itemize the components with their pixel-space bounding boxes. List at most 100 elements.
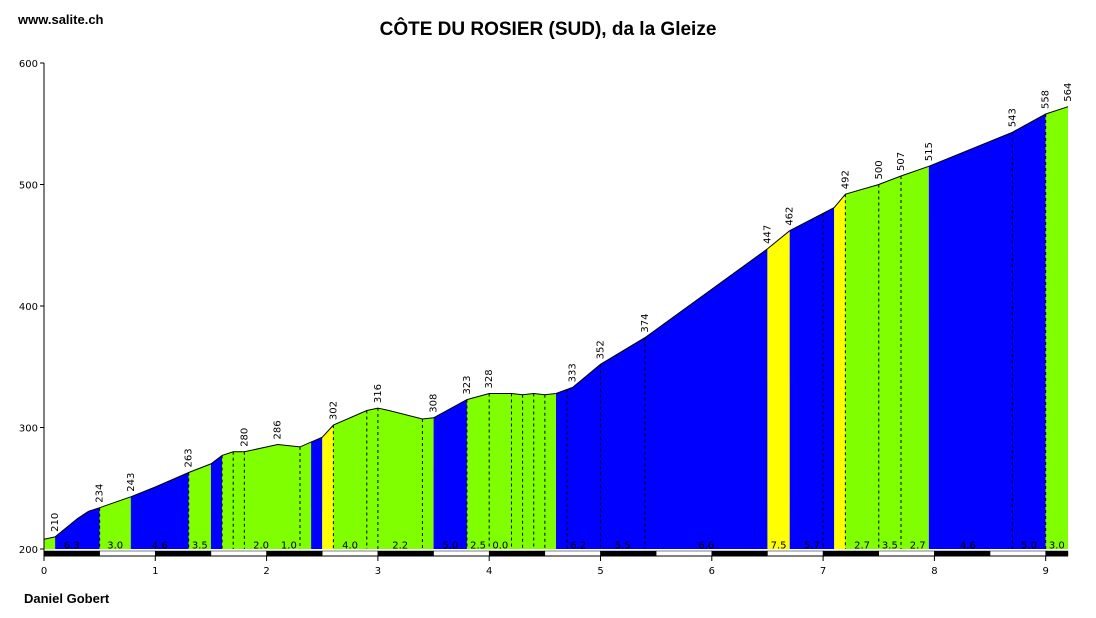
- elevation-label: 333: [568, 363, 579, 382]
- profile-segment-green: [99, 496, 131, 549]
- elevation-label: 234: [95, 484, 106, 503]
- elevation-label: 352: [596, 340, 607, 359]
- elevation-label: 462: [785, 207, 796, 226]
- distance-band: [210, 550, 267, 557]
- gradient-label: 1.0: [281, 541, 297, 552]
- distance-band: [322, 550, 379, 557]
- gradient-label: 3.0: [107, 541, 123, 552]
- x-tick-label: 6: [709, 566, 715, 577]
- profile-segment-green: [222, 442, 312, 549]
- gradient-label: 4.0: [342, 541, 358, 552]
- gradient-label: 5.0: [442, 541, 458, 552]
- elevation-label: 492: [840, 170, 851, 189]
- x-tick-label: 1: [152, 566, 158, 577]
- elevation-label: 374: [640, 313, 651, 332]
- gradient-label: 0.0: [492, 541, 508, 552]
- distance-band: [377, 550, 434, 557]
- gradient-label: 6.6: [698, 541, 714, 552]
- x-tick-label: 9: [1043, 566, 1049, 577]
- gradient-label: 5.7: [804, 541, 820, 552]
- x-tick-label: 5: [597, 566, 603, 577]
- elevation-label: 323: [462, 375, 473, 394]
- gradient-label: 4.6: [960, 541, 976, 552]
- gradient-label: 3.0: [1049, 541, 1065, 552]
- elevation-label: 564: [1063, 83, 1074, 102]
- distance-band: [155, 550, 212, 557]
- x-tick-label: 3: [375, 566, 381, 577]
- profile-segment-yellow: [834, 194, 846, 549]
- gradient-label: 2.2: [392, 541, 408, 552]
- profile-line: [43, 106, 1069, 540]
- elevation-label: 243: [126, 473, 137, 492]
- x-tick-label: 7: [820, 566, 826, 577]
- gradient-label: 6.3: [64, 541, 80, 552]
- distance-band: [1045, 550, 1069, 557]
- profile-segment-blue: [433, 399, 467, 549]
- elevation-label: 558: [1041, 90, 1052, 109]
- gradient-label: 5.5: [615, 541, 631, 552]
- x-tick-label: 4: [486, 566, 492, 577]
- gradient-label: 2.0: [253, 541, 269, 552]
- x-tick-label: 0: [41, 566, 47, 577]
- distance-band: [934, 550, 991, 557]
- profile-segment-blue: [130, 472, 189, 549]
- distance-band: [43, 550, 100, 557]
- distance-band: [989, 550, 1046, 557]
- elevation-label: 210: [50, 513, 61, 532]
- distance-band: [600, 550, 657, 557]
- elevation-label: 263: [184, 448, 195, 467]
- profile-segment-blue: [55, 507, 100, 549]
- elevation-label: 543: [1007, 108, 1018, 127]
- profile-segment-yellow: [767, 230, 790, 549]
- distance-band: [433, 550, 490, 557]
- elevation-label: 328: [484, 369, 495, 388]
- y-tick-label: 200: [19, 545, 38, 556]
- distance-band: [488, 550, 546, 557]
- distance-band: [878, 550, 935, 557]
- y-tick-label: 600: [19, 59, 38, 70]
- elevation-label: 447: [762, 225, 773, 244]
- elevation-label: 507: [896, 152, 907, 171]
- profile-segment-blue: [928, 114, 1046, 549]
- profile-segment-blue: [311, 437, 323, 549]
- profile-segment-green: [44, 536, 56, 549]
- profile-segment-green: [1045, 106, 1068, 549]
- chart-title: CÔTE DU ROSIER (SUD), da la Gleize: [379, 19, 717, 40]
- gradient-label: 3.5: [882, 541, 898, 552]
- gradient-label: 2.7: [910, 541, 926, 552]
- profile-segment-blue: [789, 207, 835, 549]
- gradient-label: 2.7: [854, 541, 870, 552]
- site-url: www.salite.ch: [18, 12, 104, 27]
- profile-segment-yellow: [322, 425, 334, 549]
- x-tick-label: 2: [263, 566, 269, 577]
- gradient-label: 4.6: [152, 541, 168, 552]
- gradient-label: 6.2: [570, 541, 586, 552]
- distance-band: [767, 550, 824, 557]
- x-tick-label: 8: [931, 566, 937, 577]
- profile-segment-blue: [555, 248, 768, 549]
- profile-segment-green: [188, 463, 211, 549]
- elevation-label: 302: [328, 401, 339, 420]
- profile-segment-green: [333, 408, 434, 549]
- distance-band: [99, 550, 156, 557]
- gradient-label: 5.0: [1021, 541, 1037, 552]
- elevation-label: 515: [924, 142, 935, 161]
- author-credit: Daniel Gobert: [24, 591, 110, 606]
- gradient-label: 2.5: [470, 541, 486, 552]
- distance-band: [544, 550, 601, 557]
- distance-band: [822, 550, 879, 557]
- elevation-label: 500: [874, 160, 885, 179]
- y-tick-label: 500: [19, 181, 38, 192]
- y-tick-label: 400: [19, 302, 38, 313]
- elevation-label: 308: [429, 394, 440, 413]
- distance-band: [266, 550, 323, 557]
- gradient-label: 3.5: [192, 541, 208, 552]
- y-tick-label: 300: [19, 424, 38, 435]
- gradient-label: 7.5: [771, 541, 787, 552]
- elevation-label: 316: [373, 384, 384, 403]
- elevation-label: 286: [273, 420, 284, 439]
- elevation-label: 280: [239, 428, 250, 447]
- profile-segment-green: [845, 166, 929, 550]
- profile-segment-blue: [210, 455, 223, 549]
